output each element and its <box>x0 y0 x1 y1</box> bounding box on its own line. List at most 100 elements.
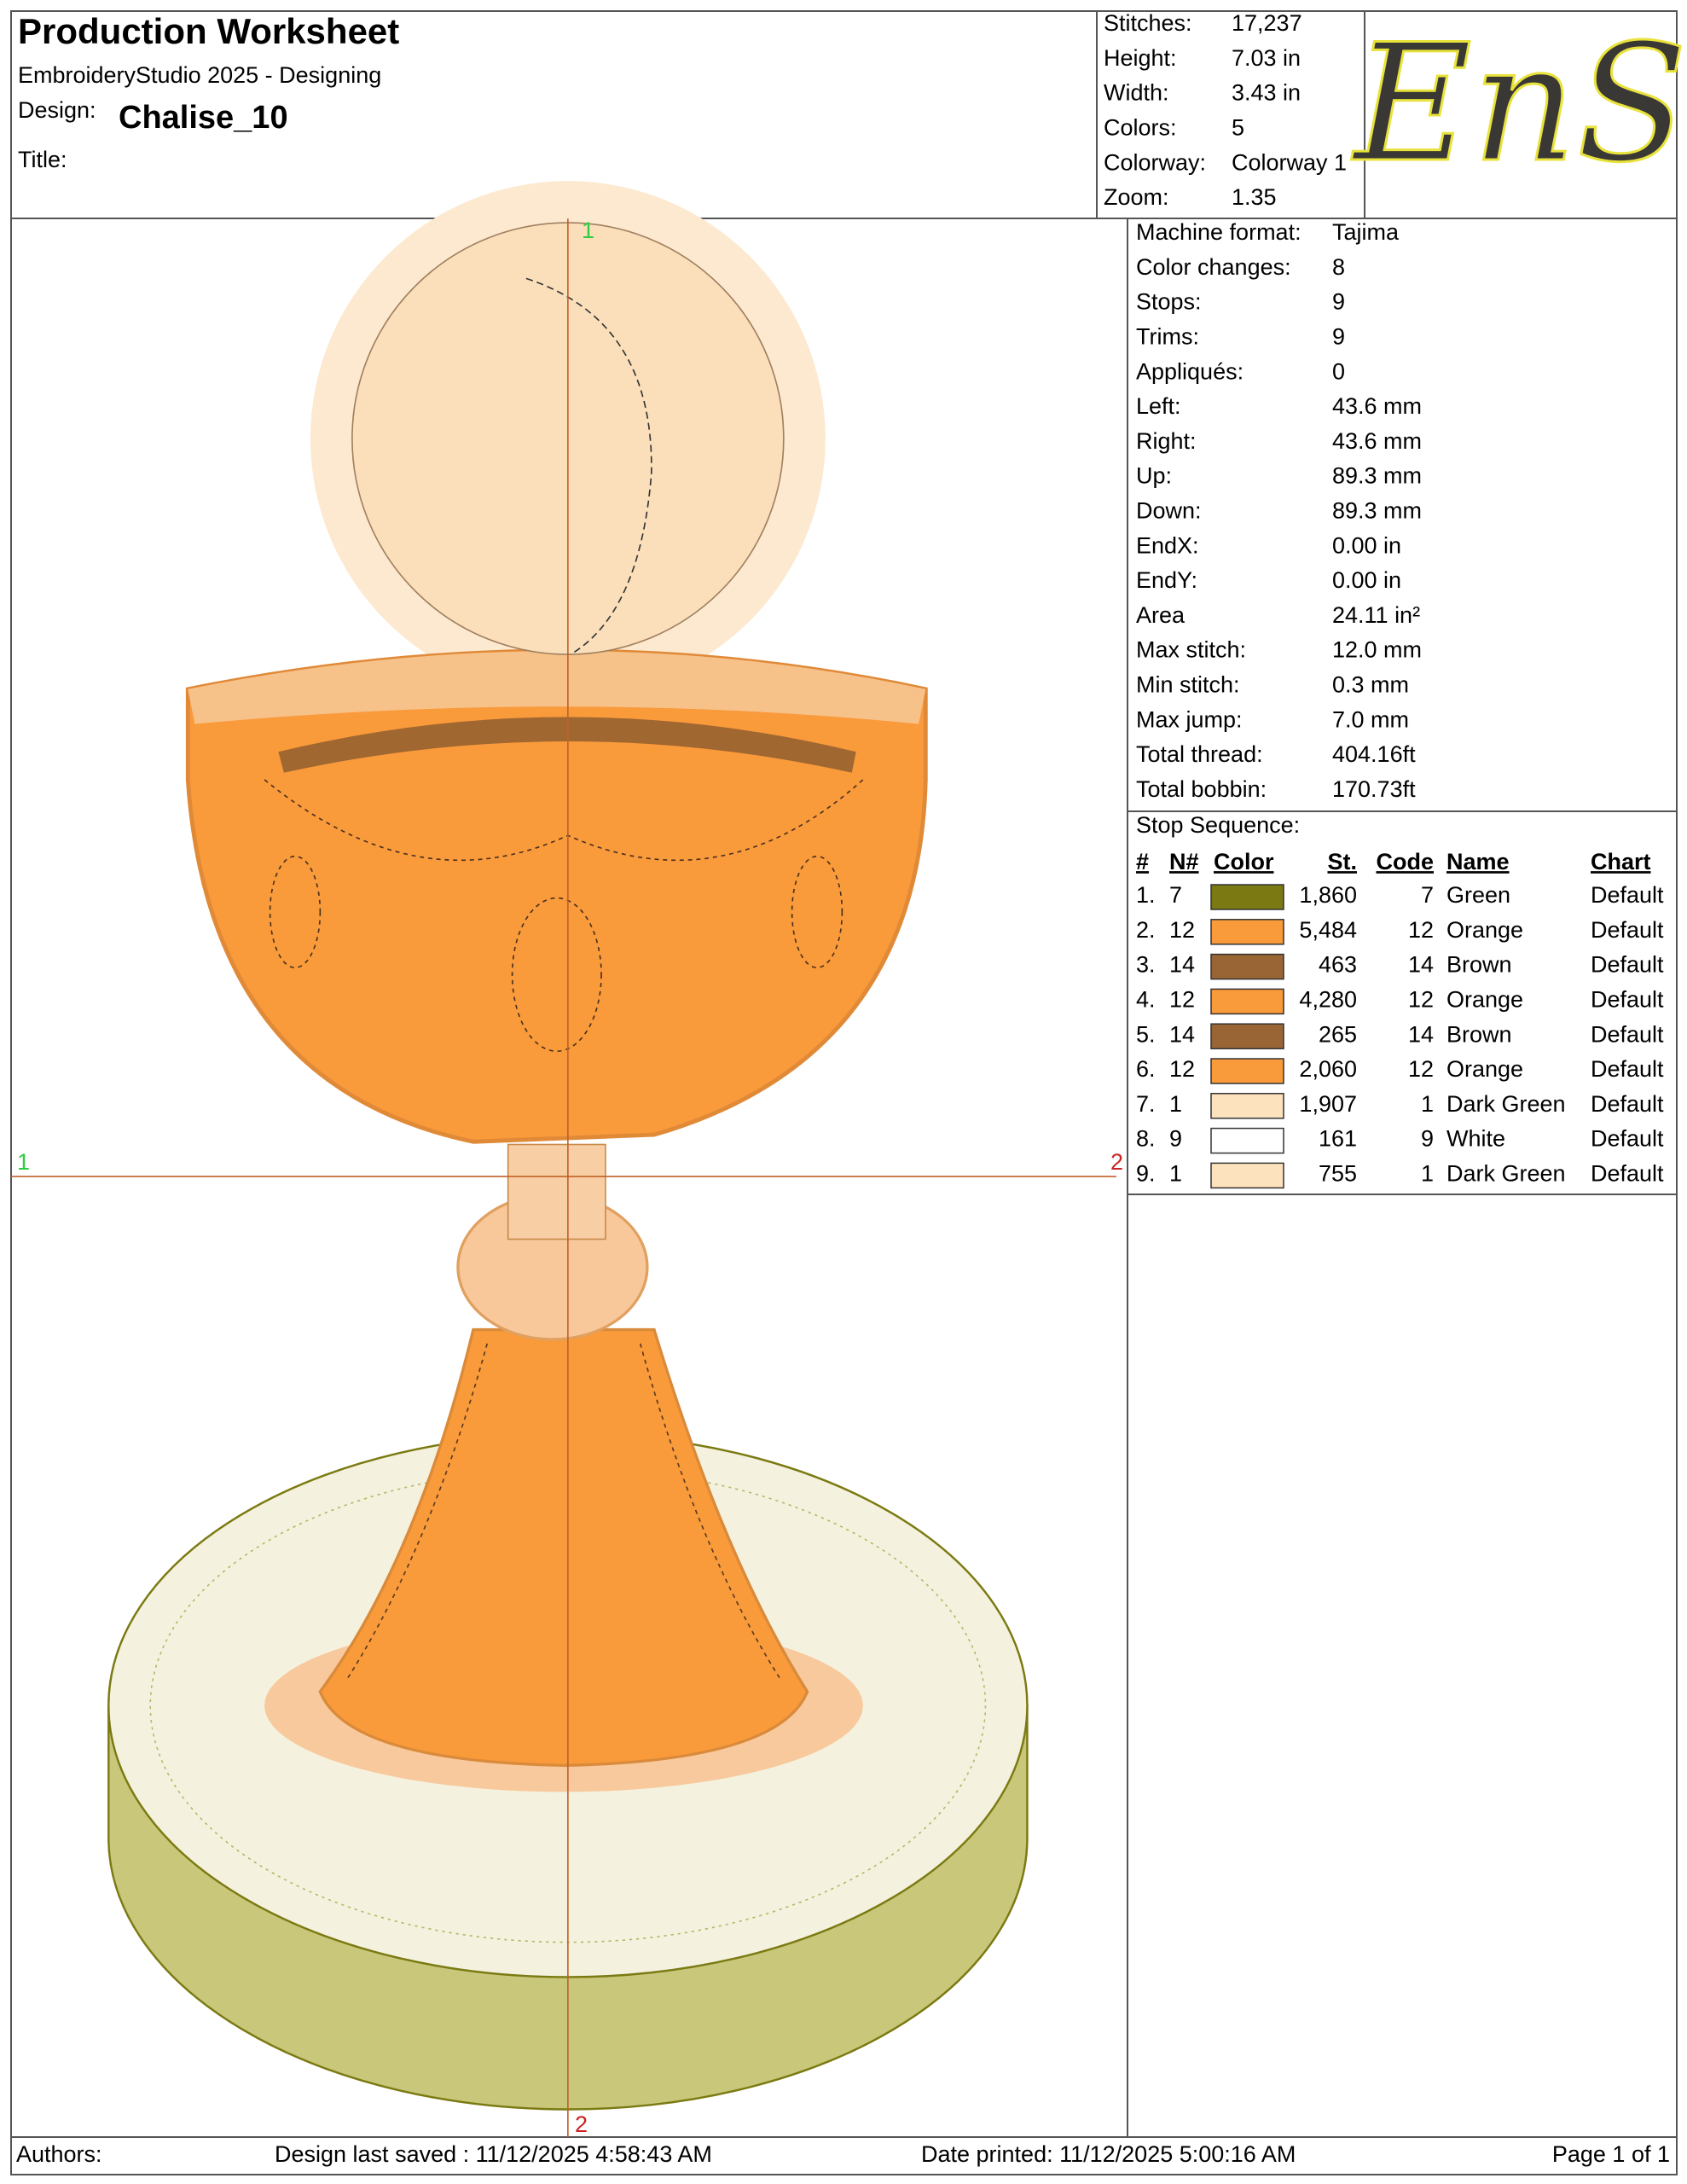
stat-label: Max stitch: <box>1136 637 1246 663</box>
cell: Orange <box>1446 1056 1523 1082</box>
stat-label: Total bobbin: <box>1136 776 1267 802</box>
summary-value: 17,237 <box>1232 10 1302 36</box>
cell: Green <box>1446 882 1510 908</box>
cell: 14 <box>1169 952 1195 978</box>
cell: 4,280 <box>1299 987 1357 1013</box>
cell: 12 <box>1169 917 1195 943</box>
stat-value: 89.3 mm <box>1332 498 1422 524</box>
page-number: Page 1 of 1 <box>1552 2141 1670 2167</box>
cell: 1,860 <box>1299 882 1357 908</box>
cell: Brown <box>1446 952 1512 978</box>
cell: 9 <box>1169 1126 1182 1152</box>
stat-value: 7.0 mm <box>1332 706 1409 732</box>
cell: 7 <box>1169 882 1182 908</box>
axis-label: 1 <box>17 1149 30 1175</box>
cell: 1,907 <box>1299 1091 1357 1117</box>
cell: 7. <box>1136 1091 1156 1117</box>
summary-value: 1.35 <box>1232 184 1277 210</box>
stat-label: Total thread: <box>1136 741 1263 767</box>
summary-label: Zoom: <box>1104 184 1169 210</box>
cell: Default <box>1591 1126 1664 1152</box>
stat-value: 89.3 mm <box>1332 463 1422 489</box>
stat-label: Down: <box>1136 498 1202 524</box>
axis-label: 1 <box>582 218 594 243</box>
cell: 755 <box>1319 1161 1357 1187</box>
stat-value: 0.00 in <box>1332 567 1401 593</box>
cell: 1. <box>1136 882 1156 908</box>
summary-label: Colorway: <box>1104 149 1206 175</box>
stat-value: 0.3 mm <box>1332 672 1409 698</box>
cell: 1 <box>1169 1091 1182 1117</box>
column-header: St. <box>1327 849 1357 874</box>
axis-label: 2 <box>575 2111 588 2137</box>
cell: 7 <box>1421 882 1434 908</box>
stat-label: Max jump: <box>1136 706 1243 732</box>
cell: 12 <box>1408 987 1434 1013</box>
stat-value: 170.73ft <box>1332 776 1416 802</box>
summary-label: Height: <box>1104 45 1177 71</box>
cell: 12 <box>1408 1056 1434 1082</box>
axis-label: 2 <box>1110 1149 1123 1175</box>
logo: EnS <box>1351 9 1687 198</box>
stat-value: 12.0 mm <box>1332 637 1422 663</box>
color-swatch <box>1210 988 1284 1015</box>
summary-value: 7.03 in <box>1232 45 1301 71</box>
color-swatch <box>1210 919 1284 945</box>
stat-value: 0 <box>1332 358 1345 384</box>
cell: 5,484 <box>1299 917 1357 943</box>
cell: 14 <box>1408 1021 1434 1047</box>
summary-label: Colors: <box>1104 115 1177 141</box>
color-swatch <box>1210 1162 1284 1189</box>
stat-label: Up: <box>1136 463 1172 489</box>
cell: 12 <box>1408 917 1434 943</box>
cell: Orange <box>1446 917 1523 943</box>
cell: 3. <box>1136 952 1156 978</box>
column-header: N# <box>1169 849 1199 874</box>
cell: 9 <box>1421 1126 1434 1152</box>
cell: 14 <box>1169 1021 1195 1047</box>
cell: 12 <box>1169 1056 1195 1082</box>
stat-value: 8 <box>1332 254 1345 280</box>
cell: Default <box>1591 1056 1664 1082</box>
color-swatch <box>1210 1093 1284 1119</box>
cell: Orange <box>1446 987 1523 1013</box>
column-header: # <box>1136 849 1149 874</box>
color-swatch <box>1210 1058 1284 1084</box>
cell: 9. <box>1136 1161 1156 1187</box>
summary-value: 5 <box>1232 115 1244 141</box>
stat-label: Area <box>1136 602 1186 628</box>
cell: Default <box>1591 1021 1664 1047</box>
printed-date: Date printed: 11/12/2025 5:00:16 AM <box>921 2141 1296 2167</box>
color-swatch <box>1210 1023 1284 1049</box>
cell: 14 <box>1408 952 1434 978</box>
stat-value: 404.16ft <box>1332 741 1416 767</box>
stat-value: 43.6 mm <box>1332 428 1422 454</box>
stat-value: 9 <box>1332 289 1345 315</box>
stat-label: Stops: <box>1136 289 1202 315</box>
design-name: Chalise_10 <box>119 100 288 136</box>
cell: Dark Green <box>1446 1091 1566 1117</box>
column-header: Color <box>1214 849 1274 874</box>
cell: 8. <box>1136 1126 1156 1152</box>
design-label: Design: <box>18 97 96 123</box>
cell: 2. <box>1136 917 1156 943</box>
cell: Default <box>1591 952 1664 978</box>
color-swatch <box>1210 884 1284 910</box>
stat-label: Appliqués: <box>1136 358 1244 384</box>
stat-label: Trims: <box>1136 324 1199 350</box>
color-swatch <box>1210 1127 1284 1154</box>
cell: Default <box>1591 917 1664 943</box>
summary-label: Width: <box>1104 80 1169 106</box>
border <box>10 10 1678 2175</box>
stat-value: 9 <box>1332 324 1345 350</box>
cell: Default <box>1591 987 1664 1013</box>
saved-date: Design last saved : 11/12/2025 4:58:43 A… <box>275 2141 712 2167</box>
color-swatch <box>1210 953 1284 980</box>
column-header: Code <box>1377 849 1435 874</box>
summary-value: 3.43 in <box>1232 80 1301 106</box>
title-label: Title: <box>18 147 67 172</box>
cell: 161 <box>1319 1126 1357 1152</box>
stat-label: Color changes: <box>1136 254 1291 280</box>
design-preview <box>11 181 1116 2138</box>
cell: Default <box>1591 1161 1664 1187</box>
